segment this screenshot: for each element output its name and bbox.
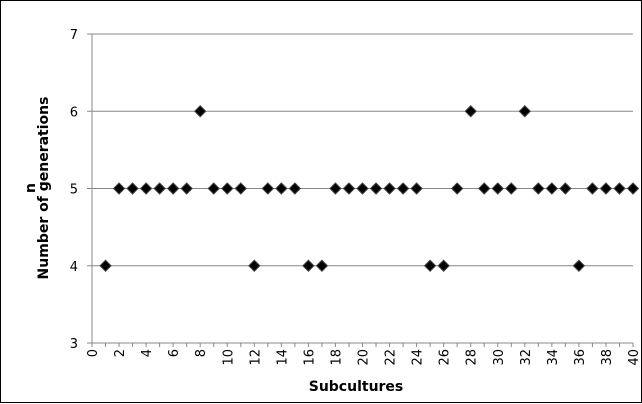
x-tick-label: 0 <box>86 349 101 357</box>
data-point <box>302 259 315 272</box>
data-point <box>193 105 207 118</box>
x-tick-label: 14 <box>275 349 290 366</box>
data-point <box>275 182 288 195</box>
y-tick-label: 4 <box>70 260 78 275</box>
data-point <box>139 182 153 195</box>
y-tick-label: 5 <box>70 183 78 198</box>
data-point <box>572 259 586 272</box>
x-tick-label: 40 <box>627 349 642 366</box>
data-point <box>437 259 450 272</box>
x-tick-label: 8 <box>194 349 209 357</box>
x-tick-label: 4 <box>140 349 155 357</box>
data-point <box>478 182 491 195</box>
x-tick-label: 30 <box>492 349 507 366</box>
y-tick-label: 7 <box>70 28 78 43</box>
x-tick-label: 12 <box>248 349 263 366</box>
data-points <box>99 105 640 272</box>
x-tick-label: 26 <box>438 349 453 366</box>
data-point <box>207 182 220 195</box>
y-tick-label: 3 <box>70 337 78 352</box>
data-point <box>234 182 247 195</box>
x-tick-label: 16 <box>302 349 317 366</box>
data-point <box>342 182 356 195</box>
x-tick-labels: 0 2 4 6 8 10 12 14 16 18 20 22 24 26 28 30 32 34 36 38 40 <box>86 349 642 366</box>
y-tick-label: 6 <box>70 105 78 120</box>
data-point <box>423 259 437 272</box>
data-point <box>261 182 275 195</box>
data-point <box>356 182 369 195</box>
data-point <box>112 182 126 195</box>
x-tick-label: 10 <box>221 349 236 366</box>
data-point <box>153 182 166 195</box>
x-tick-label: 36 <box>573 349 588 366</box>
data-point <box>315 259 329 272</box>
data-point <box>599 182 613 195</box>
y-tick-labels: 3 4 5 6 7 <box>70 28 78 352</box>
x-axis-title: Subcultures <box>309 379 404 395</box>
data-point <box>180 182 193 195</box>
data-point <box>626 182 640 195</box>
data-point <box>221 182 234 195</box>
data-point <box>99 259 112 272</box>
data-point <box>383 182 396 195</box>
data-point <box>410 182 423 195</box>
x-tick-label: 34 <box>546 349 561 366</box>
x-tick-label: 38 <box>600 349 615 366</box>
data-point <box>369 182 383 195</box>
data-point <box>559 182 572 195</box>
data-point <box>396 182 410 195</box>
y-axis-title: Number of generations <box>36 97 52 280</box>
x-tick-label: 18 <box>329 349 344 366</box>
data-point <box>248 259 261 272</box>
data-point <box>491 182 504 195</box>
x-tick-label: 2 <box>113 349 128 357</box>
data-point <box>505 182 518 195</box>
x-tick-label: 22 <box>384 349 399 366</box>
data-point <box>586 182 599 195</box>
data-point <box>126 182 139 195</box>
data-point <box>288 182 302 195</box>
data-point <box>464 105 477 118</box>
axes <box>87 33 634 347</box>
data-point <box>532 182 545 195</box>
data-point <box>166 182 180 195</box>
x-tick-label: 32 <box>519 349 534 366</box>
x-tick-label: 24 <box>411 349 426 366</box>
x-tick-label: 6 <box>167 349 182 357</box>
gridlines <box>92 33 633 267</box>
x-tick-label: 28 <box>465 349 480 366</box>
data-point <box>518 105 532 118</box>
y-axis-symbol: n <box>23 183 39 193</box>
data-point <box>545 182 559 195</box>
data-point <box>613 182 626 195</box>
data-point <box>329 182 342 195</box>
x-tick-label: 20 <box>357 349 372 366</box>
data-point <box>450 182 464 195</box>
